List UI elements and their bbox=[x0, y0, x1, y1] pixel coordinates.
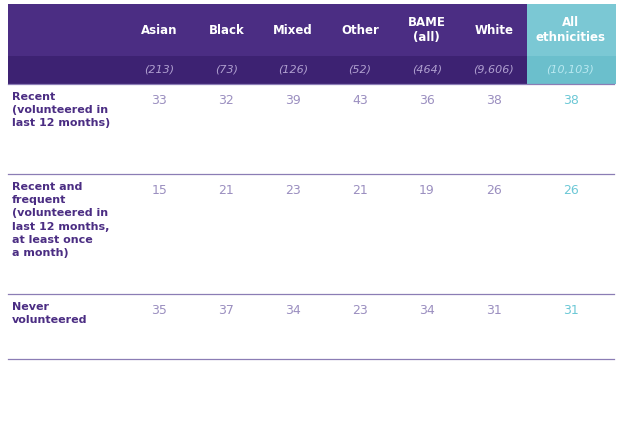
Text: All
ethnicities: All ethnicities bbox=[536, 16, 606, 44]
Text: Asian: Asian bbox=[141, 24, 178, 36]
Text: (52): (52) bbox=[348, 65, 371, 75]
Text: (213): (213) bbox=[144, 65, 174, 75]
Text: Recent
(volunteered in
last 12 months): Recent (volunteered in last 12 months) bbox=[12, 92, 110, 128]
Text: Recent and
frequent
(volunteered in
last 12 months,
at least once
a month): Recent and frequent (volunteered in last… bbox=[12, 182, 109, 258]
Text: 31: 31 bbox=[486, 304, 502, 317]
Text: Mixed: Mixed bbox=[273, 24, 313, 36]
Text: (9,606): (9,606) bbox=[473, 65, 514, 75]
Text: 39: 39 bbox=[285, 94, 301, 107]
Text: White: White bbox=[474, 24, 513, 36]
Text: 21: 21 bbox=[352, 184, 368, 197]
Text: 23: 23 bbox=[285, 184, 301, 197]
Text: 31: 31 bbox=[563, 304, 578, 317]
Text: 43: 43 bbox=[352, 94, 368, 107]
Text: 23: 23 bbox=[352, 304, 368, 317]
Text: 34: 34 bbox=[285, 304, 301, 317]
Text: Black: Black bbox=[208, 24, 244, 36]
Text: 36: 36 bbox=[419, 94, 435, 107]
Text: 32: 32 bbox=[218, 94, 234, 107]
Text: 26: 26 bbox=[563, 184, 578, 197]
Text: (10,103): (10,103) bbox=[547, 65, 595, 75]
Text: 19: 19 bbox=[419, 184, 435, 197]
Text: (126): (126) bbox=[278, 65, 308, 75]
Text: 33: 33 bbox=[151, 94, 167, 107]
Text: 38: 38 bbox=[485, 94, 502, 107]
Text: BAME
(all): BAME (all) bbox=[408, 16, 446, 44]
Text: 38: 38 bbox=[562, 94, 578, 107]
Text: (464): (464) bbox=[412, 65, 442, 75]
Text: 15: 15 bbox=[151, 184, 167, 197]
Text: 21: 21 bbox=[218, 184, 234, 197]
Text: 26: 26 bbox=[486, 184, 502, 197]
Bar bbox=[527, 4, 616, 56]
Bar bbox=[527, 56, 616, 84]
Text: (73): (73) bbox=[215, 65, 238, 75]
Text: 37: 37 bbox=[218, 304, 234, 317]
Bar bbox=[8, 56, 527, 84]
Text: Never
volunteered: Never volunteered bbox=[12, 302, 87, 325]
Bar bbox=[8, 4, 527, 56]
Text: 34: 34 bbox=[419, 304, 435, 317]
Text: Other: Other bbox=[341, 24, 379, 36]
Text: 35: 35 bbox=[151, 304, 167, 317]
